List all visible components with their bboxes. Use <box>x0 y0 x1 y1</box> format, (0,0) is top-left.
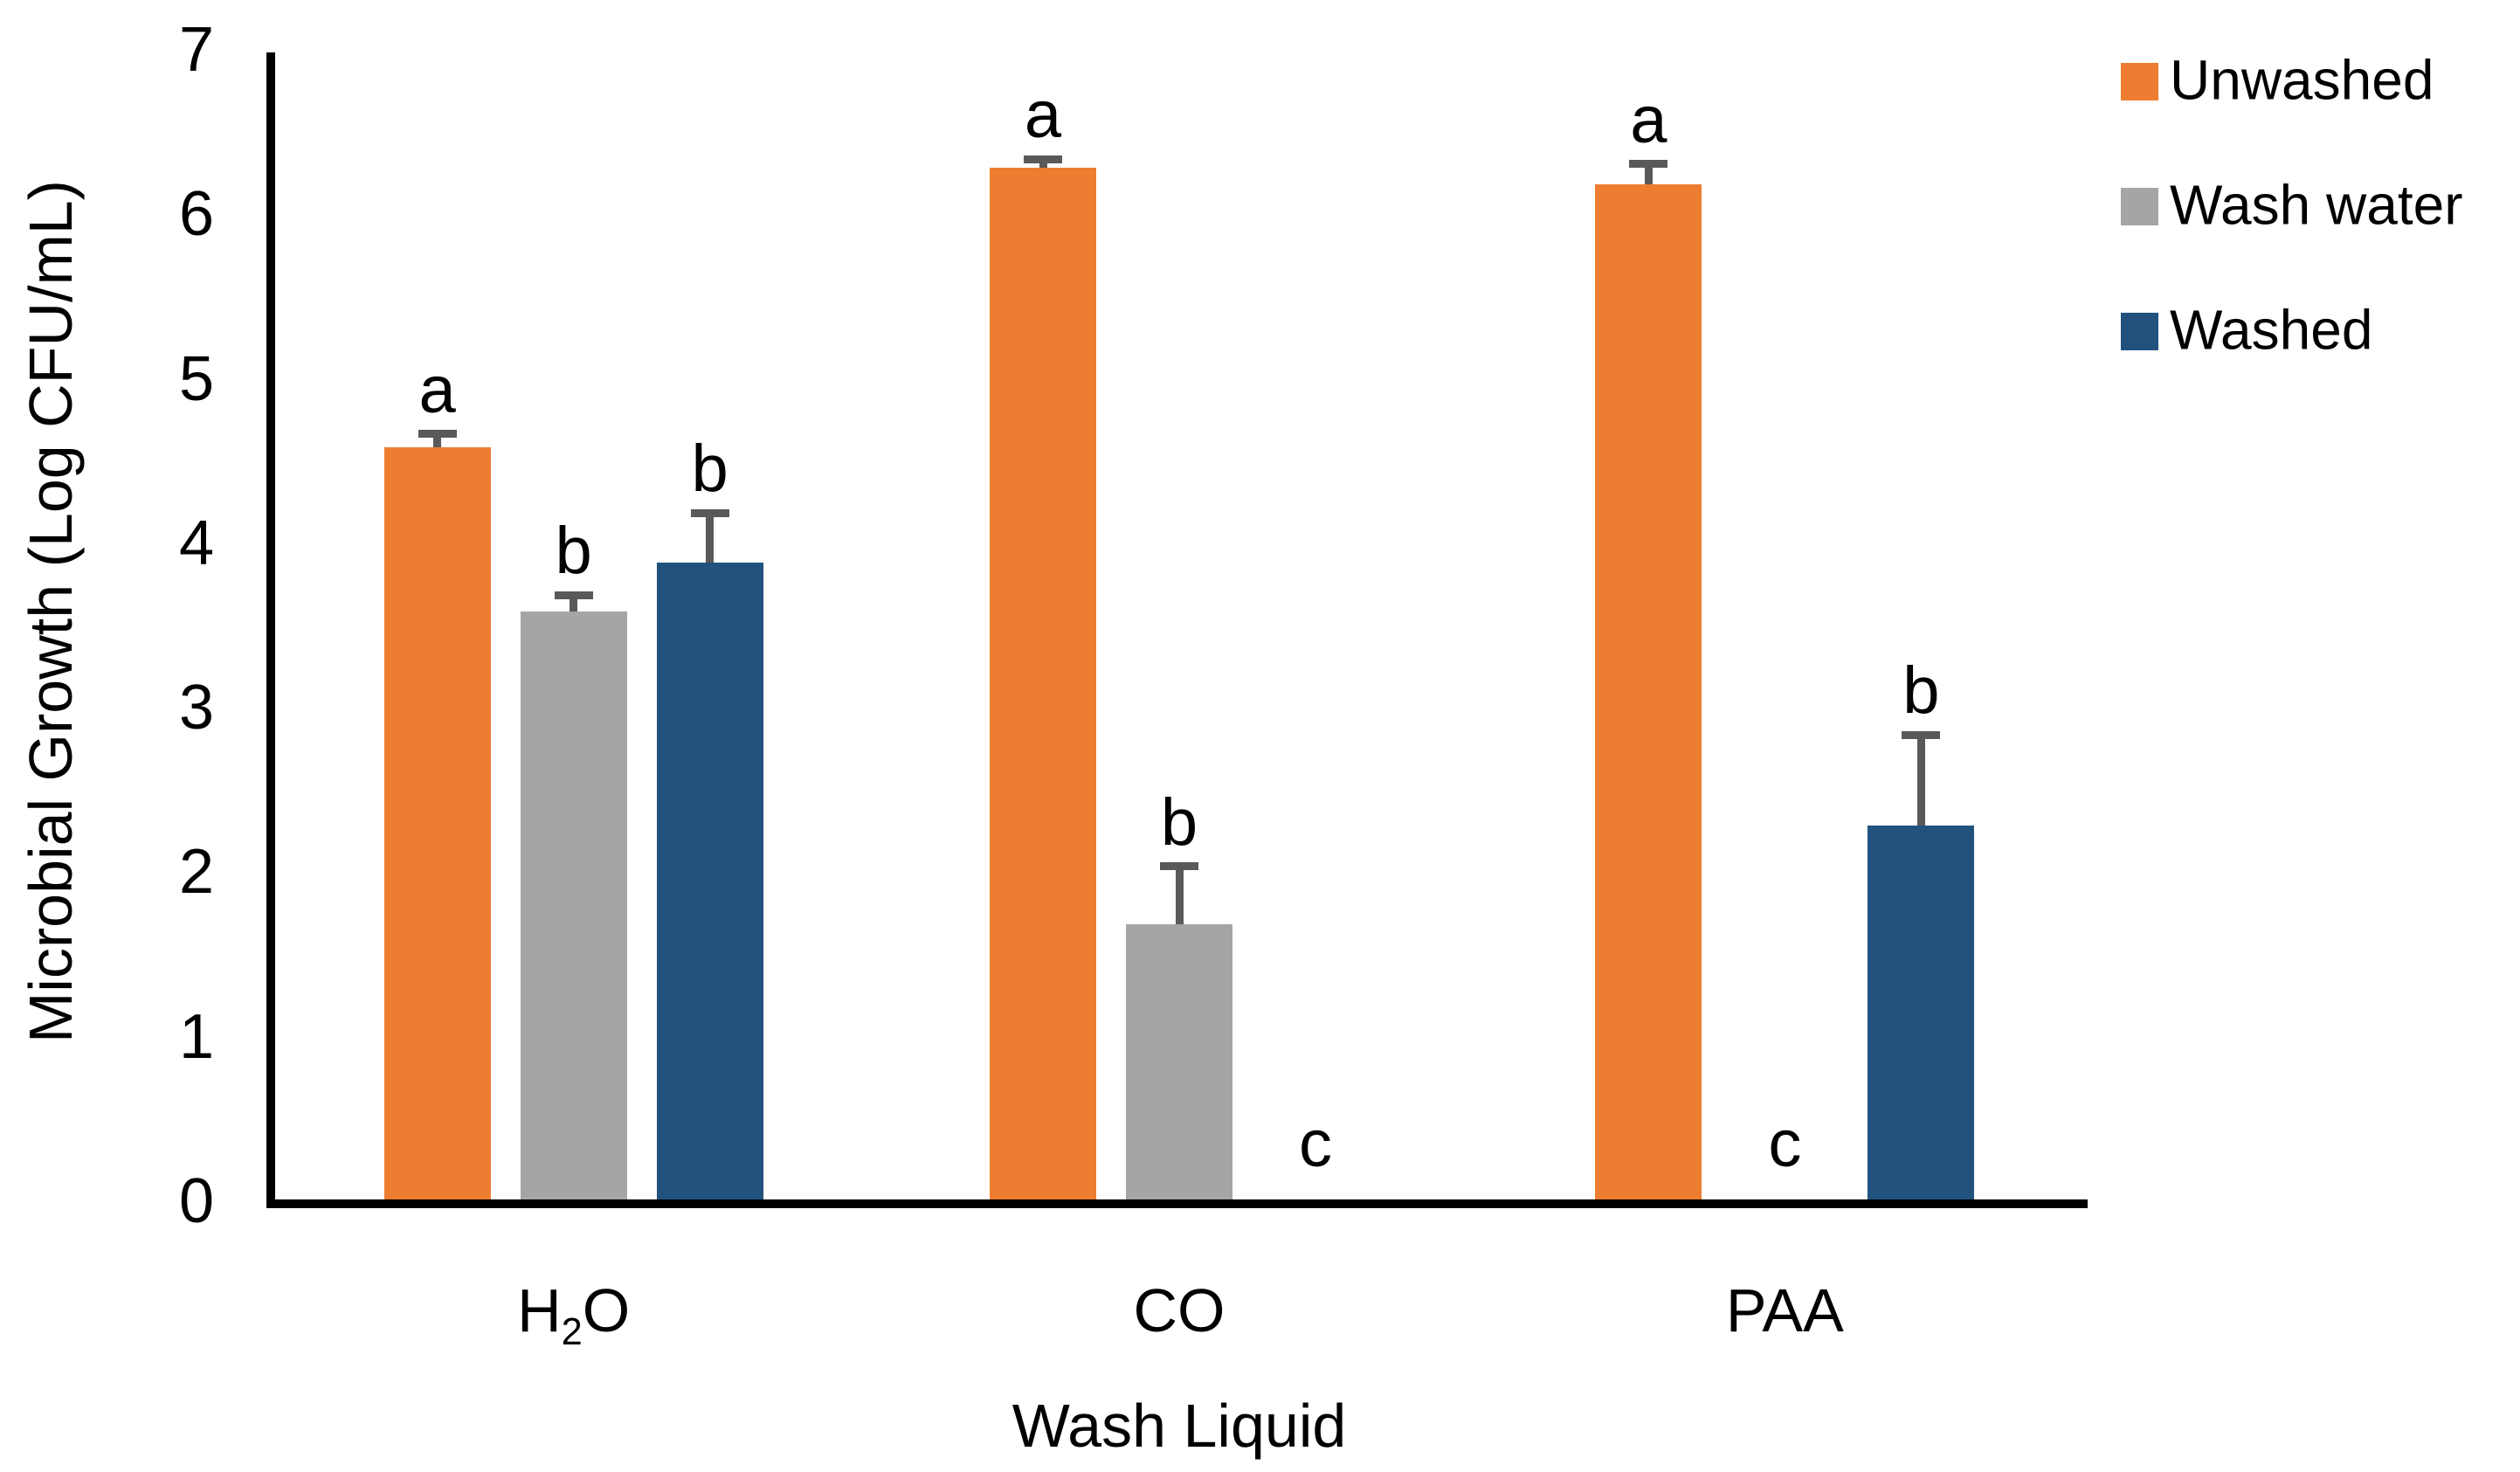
y-axis-title: Microbial Growth (Log CFU/mL) <box>17 180 85 1043</box>
significance-letter: c <box>1299 1107 1332 1181</box>
error-bar-cap <box>418 430 457 439</box>
significance-letter: b <box>555 514 592 589</box>
bar <box>1126 923 1232 1199</box>
x-axis-title: Wash Liquid <box>1011 1392 1347 1460</box>
significance-letter: a <box>1024 78 1062 153</box>
legend-swatch <box>2121 312 2158 350</box>
y-tick-label: 5 <box>178 343 214 414</box>
bar <box>1595 183 1702 1199</box>
y-tick-label: 7 <box>178 15 214 86</box>
y-tick-label: 3 <box>178 673 214 743</box>
y-tick-label: 1 <box>178 1001 214 1072</box>
legend-swatch <box>2121 62 2158 100</box>
legend-label: Washed <box>2170 298 2373 362</box>
significance-letter: b <box>691 432 728 507</box>
significance-letter: c <box>1768 1107 1802 1181</box>
x-axis-line <box>266 1199 2088 1208</box>
significance-letter: b <box>1902 653 1940 729</box>
bar <box>656 562 763 1199</box>
error-bar-whisker <box>1916 735 1925 826</box>
category-label: H2O <box>517 1276 631 1353</box>
y-tick-label: 2 <box>178 837 214 908</box>
y-tick-label: 6 <box>178 179 214 250</box>
error-bar-whisker <box>1644 163 1653 184</box>
error-bar-cap <box>1629 160 1668 169</box>
y-axis-line <box>266 52 275 1208</box>
category-label: CO <box>1133 1276 1225 1344</box>
bar <box>383 446 491 1199</box>
error-bar-whisker <box>433 433 442 447</box>
legend-label: Wash water <box>2170 173 2463 237</box>
significance-letter: b <box>1160 784 1198 860</box>
significance-letter: a <box>1630 82 1667 157</box>
legend-label: Unwashed <box>2170 48 2434 112</box>
bar <box>1868 825 1975 1199</box>
error-bar-cap <box>554 591 593 599</box>
error-bar-whisker <box>706 513 715 563</box>
error-bar-cap <box>1160 862 1198 871</box>
y-tick-label: 0 <box>178 1166 214 1237</box>
bar <box>520 612 627 1199</box>
y-tick-label: 4 <box>178 508 214 578</box>
legend-swatch <box>2121 187 2158 225</box>
bar <box>990 167 1096 1199</box>
error-bar-cap <box>1024 155 1062 163</box>
error-bar-whisker <box>1039 159 1047 168</box>
significance-letter: a <box>418 352 456 427</box>
error-bar-cap <box>690 508 729 517</box>
category-label: PAA <box>1725 1276 1844 1344</box>
error-bar-whisker <box>570 595 578 612</box>
error-bar-whisker <box>1175 866 1184 924</box>
error-bar-cap <box>1902 730 1941 739</box>
